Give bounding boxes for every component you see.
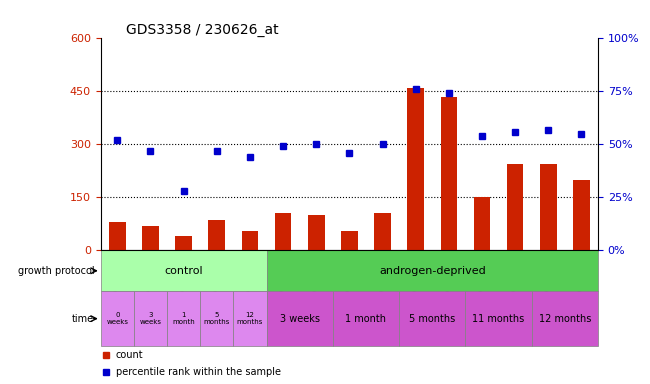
Text: 0
weeks: 0 weeks <box>107 312 128 325</box>
Bar <box>441 97 457 250</box>
Bar <box>242 231 258 250</box>
Text: 11 months: 11 months <box>473 314 525 324</box>
Bar <box>540 164 556 250</box>
Text: 5
months: 5 months <box>203 312 230 325</box>
Bar <box>233 291 266 346</box>
Bar <box>109 222 125 250</box>
Bar <box>507 164 523 250</box>
Bar <box>341 231 358 250</box>
Bar <box>573 180 590 250</box>
Bar <box>308 215 324 250</box>
Text: growth protocol: growth protocol <box>18 266 94 276</box>
Bar <box>266 291 333 346</box>
Bar <box>101 250 266 291</box>
Bar <box>374 213 391 250</box>
Bar <box>266 250 598 291</box>
Text: androgen-deprived: androgen-deprived <box>379 266 486 276</box>
Text: 12
months: 12 months <box>237 312 263 325</box>
Text: 12 months: 12 months <box>539 314 591 324</box>
Bar <box>474 197 490 250</box>
Text: 3
weeks: 3 weeks <box>140 312 161 325</box>
Text: GDS3358 / 230626_at: GDS3358 / 230626_at <box>125 23 278 37</box>
Bar <box>532 291 598 346</box>
Bar <box>167 291 200 346</box>
Text: 5 months: 5 months <box>409 314 456 324</box>
Text: time: time <box>72 314 94 324</box>
Text: 1
month: 1 month <box>172 312 195 325</box>
Bar <box>101 291 134 346</box>
Bar <box>408 88 424 250</box>
Text: count: count <box>116 349 143 359</box>
Bar <box>142 226 159 250</box>
Text: control: control <box>164 266 203 276</box>
Bar <box>333 291 399 346</box>
Bar <box>275 213 291 250</box>
Text: percentile rank within the sample: percentile rank within the sample <box>116 367 281 377</box>
Bar <box>465 291 532 346</box>
Text: 1 month: 1 month <box>345 314 387 324</box>
Bar <box>209 220 225 250</box>
Bar <box>399 291 465 346</box>
Bar <box>134 291 167 346</box>
Bar <box>200 291 233 346</box>
Text: 3 weeks: 3 weeks <box>280 314 320 324</box>
Bar <box>176 236 192 250</box>
